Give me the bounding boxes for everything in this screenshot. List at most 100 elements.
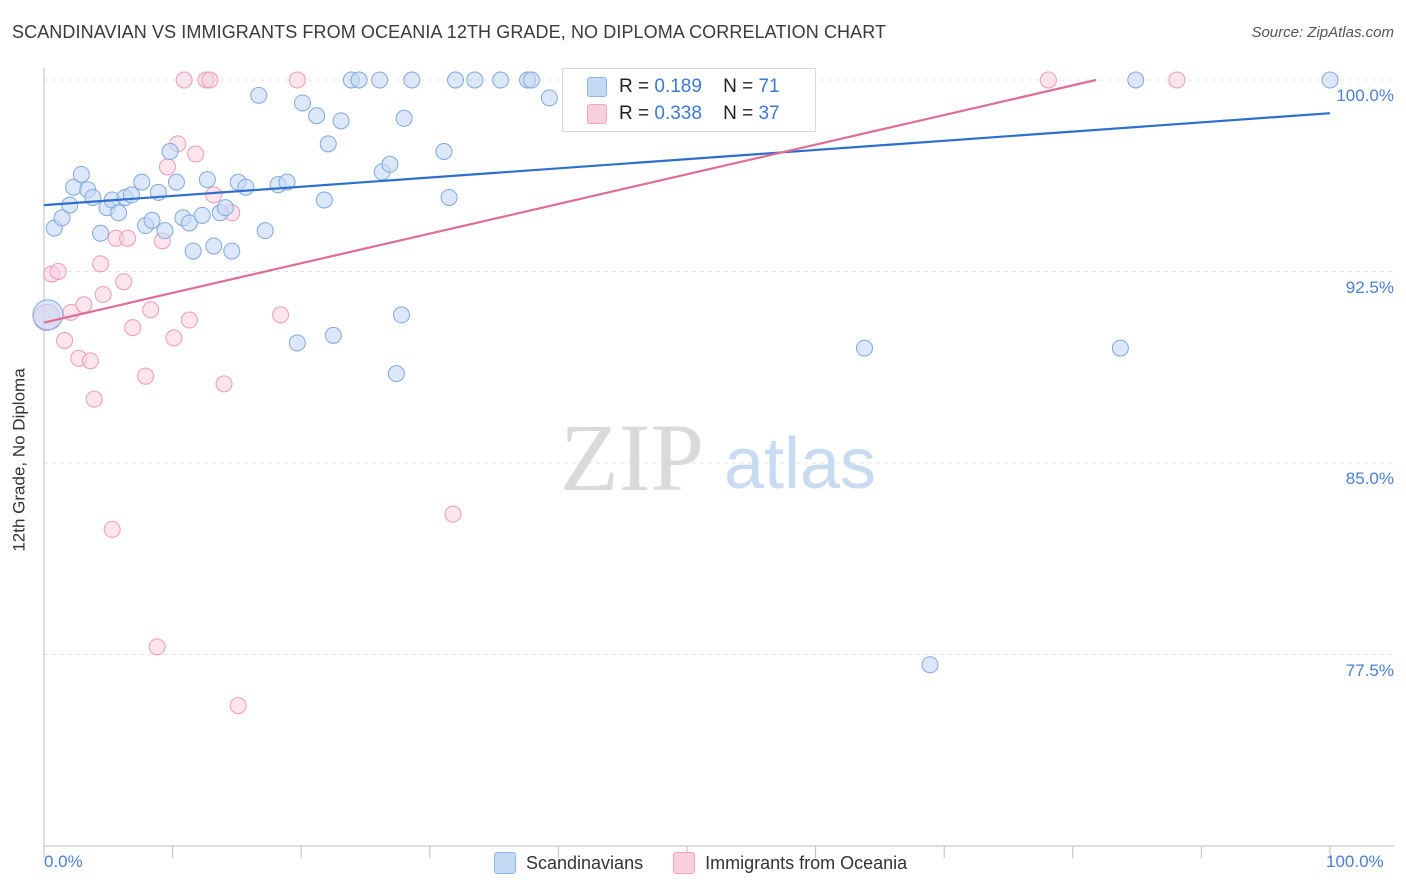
point-oceania [85, 390, 103, 408]
r-label: R = [619, 76, 650, 97]
point-scandinavians [198, 171, 216, 189]
point-scandinavians [540, 89, 558, 107]
point-scandinavians [143, 211, 161, 229]
point-scandinavians [193, 206, 211, 224]
point-oceania [165, 329, 183, 347]
point-scandinavians [32, 299, 64, 331]
point-scandinavians [308, 107, 326, 125]
point-oceania [444, 505, 462, 523]
point-scandinavians [435, 142, 453, 160]
point-scandinavians [319, 135, 337, 153]
point-scandinavians [167, 173, 185, 191]
x-tick-label-max: 100.0% [1326, 852, 1384, 871]
point-scandinavians [921, 656, 939, 674]
stats-legend: R = 0.189 N = 71 R = 0.338 N = 37 [562, 68, 816, 132]
point-oceania [75, 296, 93, 314]
x-tick-label-min: 0.0% [44, 852, 83, 871]
point-scandinavians [223, 242, 241, 260]
source-label: Source: ZipAtlas.com [1251, 24, 1394, 41]
point-scandinavians [315, 191, 333, 209]
watermark-zip: ZIP [560, 404, 704, 511]
point-scandinavians [288, 334, 306, 352]
point-scandinavians [293, 94, 311, 112]
point-oceania [1168, 71, 1186, 89]
watermark: ZIP atlas [560, 404, 876, 511]
point-scandinavians [395, 109, 413, 127]
n-value: 71 [758, 76, 780, 97]
point-scandinavians [403, 71, 421, 89]
point-scandinavians [350, 71, 368, 89]
y-tick-label: 92.5% [1345, 277, 1394, 297]
point-oceania [288, 71, 306, 89]
bottom-legend: Scandinavians Immigrants from Oceania [494, 852, 937, 874]
point-scandinavians [324, 326, 342, 344]
n-label: N = [723, 76, 754, 97]
point-scandinavians [855, 339, 873, 357]
point-scandinavians [237, 178, 255, 196]
trend-line-scandinavians [43, 112, 1331, 207]
r-value: 0.338 [654, 103, 702, 124]
swatch-oceania [587, 104, 607, 124]
trend-line-oceania [43, 78, 1097, 324]
chart-title: SCANDINAVIAN VS IMMIGRANTS FROM OCEANIA … [12, 22, 887, 42]
r-label: R = [619, 103, 650, 124]
point-scandinavians [371, 71, 389, 89]
point-oceania [180, 311, 198, 329]
swatch-scandinavians [587, 77, 607, 97]
stats-legend-row-oceania: R = 0.338 N = 37 [587, 102, 780, 126]
point-scandinavians [53, 209, 71, 227]
point-scandinavians [184, 242, 202, 260]
point-oceania [81, 352, 99, 370]
point-scandinavians [216, 199, 234, 217]
legend-label-scandinavians: Scandinavians [526, 852, 644, 873]
trend-lines [43, 78, 1331, 324]
series-scandinavians-points [32, 71, 1339, 674]
series-oceania-points [33, 71, 1186, 715]
point-scandinavians [1321, 71, 1339, 89]
watermark-atlas: atlas [724, 424, 876, 504]
legend-item-scandinavians[interactable]: Scandinavians [494, 852, 643, 874]
legend-swatch-oceania [673, 852, 696, 874]
point-oceania [229, 697, 247, 715]
point-scandinavians [205, 237, 223, 255]
point-oceania [94, 285, 112, 303]
y-axis-label-wrap: 12th Grade, No Diploma [0, 250, 40, 670]
stats-legend-row-scandinavians: R = 0.189 N = 71 [587, 75, 780, 99]
point-scandinavians [393, 306, 411, 324]
point-oceania [115, 273, 133, 291]
point-scandinavians [156, 222, 174, 240]
point-scandinavians [492, 71, 510, 89]
y-axis-label: 12th Grade, No Diploma [10, 368, 30, 552]
point-scandinavians [332, 112, 350, 130]
point-oceania [201, 71, 219, 89]
point-scandinavians [278, 173, 296, 191]
point-oceania [1039, 71, 1057, 89]
point-scandinavians [61, 196, 79, 214]
point-scandinavians [447, 71, 465, 89]
point-oceania [272, 306, 290, 324]
point-oceania [158, 158, 176, 176]
point-oceania [215, 375, 233, 393]
point-scandinavians [122, 186, 140, 204]
point-oceania [205, 186, 223, 204]
point-scandinavians [522, 71, 540, 89]
n-value: 37 [758, 103, 780, 124]
point-oceania [124, 319, 142, 337]
point-scandinavians [387, 365, 405, 383]
point-scandinavians [161, 142, 179, 160]
n-label: N = [723, 103, 754, 124]
point-scandinavians [440, 188, 458, 206]
point-scandinavians [466, 71, 484, 89]
point-scandinavians [1127, 71, 1145, 89]
point-scandinavians [256, 222, 274, 240]
legend-item-oceania[interactable]: Immigrants from Oceania [673, 852, 907, 874]
point-oceania [187, 145, 205, 163]
point-oceania [137, 367, 155, 385]
point-oceania [148, 638, 166, 656]
point-oceania [92, 255, 110, 273]
point-scandinavians [381, 155, 399, 173]
point-oceania [142, 301, 160, 319]
point-oceania [175, 71, 193, 89]
legend-label-oceania: Immigrants from Oceania [705, 852, 908, 873]
